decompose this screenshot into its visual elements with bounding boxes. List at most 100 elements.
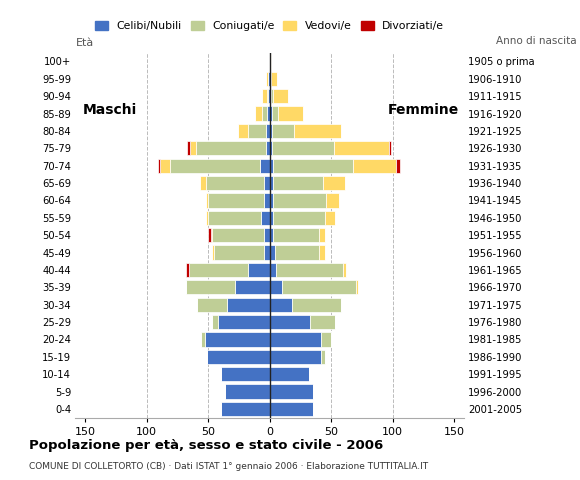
Bar [270,158,273,173]
Bar [170,158,260,173]
Bar [263,193,270,207]
Bar [319,228,325,242]
Bar [271,72,277,86]
Bar [207,349,270,364]
Text: COMUNE DI COLLETORTO (CB) · Dati ISTAT 1° gennaio 2006 · Elaborazione TUTTITALIA: COMUNE DI COLLETORTO (CB) · Dati ISTAT 1… [29,462,428,471]
Bar [206,176,263,190]
Bar [266,124,270,138]
Bar [389,141,392,156]
Bar [215,245,263,260]
Bar [270,280,282,294]
Bar [274,245,319,260]
Bar [325,211,335,225]
Bar [227,298,270,312]
Bar [267,89,269,103]
Bar [273,193,327,207]
Bar [269,72,270,86]
Bar [220,402,270,416]
Bar [319,245,325,260]
Bar [273,89,288,103]
Bar [235,280,270,294]
Bar [292,298,341,312]
Bar [273,176,322,190]
Bar [356,280,358,294]
Bar [212,245,215,260]
Bar [270,349,321,364]
Bar [266,141,270,156]
Bar [270,89,271,103]
Bar [270,107,272,121]
Bar [212,228,263,242]
Text: Anno di nascita: Anno di nascita [496,36,577,46]
Bar [160,158,170,173]
Bar [272,124,294,138]
Bar [294,124,341,138]
Bar [270,315,310,329]
Bar [205,332,270,347]
Bar [206,193,208,207]
Bar [263,228,270,242]
Bar [272,141,334,156]
Bar [282,280,356,294]
Bar [271,89,273,103]
Bar [200,176,206,190]
Bar [186,263,188,277]
Bar [273,228,319,242]
Bar [263,245,270,260]
Legend: Celibi/Nubili, Coniugati/e, Vedovi/e, Divorziati/e: Celibi/Nubili, Coniugati/e, Vedovi/e, Di… [91,16,448,35]
Bar [270,228,273,242]
Bar [273,211,325,225]
Bar [276,263,343,277]
Bar [270,298,292,312]
Bar [270,367,309,381]
Bar [266,72,269,86]
Bar [270,141,272,156]
Bar [208,193,263,207]
Text: Femmine: Femmine [388,103,459,117]
Bar [343,263,346,277]
Bar [353,158,396,173]
Bar [270,176,273,190]
Bar [270,193,273,207]
Bar [270,384,313,399]
Bar [310,315,335,329]
Bar [212,315,218,329]
Bar [218,315,270,329]
Bar [248,263,270,277]
Bar [206,211,208,225]
Bar [261,211,270,225]
Bar [187,141,190,156]
Bar [322,176,345,190]
Text: Età: Età [75,37,93,48]
Bar [262,89,267,103]
Bar [196,141,266,156]
Bar [396,158,400,173]
Bar [270,72,271,86]
Bar [186,280,235,294]
Bar [197,298,227,312]
Bar [260,158,270,173]
Bar [270,245,274,260]
Bar [270,211,273,225]
Bar [327,193,339,207]
Bar [262,107,267,121]
Bar [321,332,331,347]
Bar [270,402,313,416]
Text: Maschi: Maschi [83,103,137,117]
Bar [334,141,389,156]
Bar [270,124,272,138]
Bar [158,158,160,173]
Bar [263,176,270,190]
Bar [190,141,196,156]
Bar [248,124,266,138]
Bar [321,349,325,364]
Bar [201,332,205,347]
Bar [188,263,248,277]
Bar [278,107,303,121]
Bar [208,228,211,242]
Bar [226,384,270,399]
Bar [208,211,261,225]
Bar [267,107,270,121]
Text: Popolazione per età, sesso e stato civile - 2006: Popolazione per età, sesso e stato civil… [29,439,383,452]
Bar [272,107,278,121]
